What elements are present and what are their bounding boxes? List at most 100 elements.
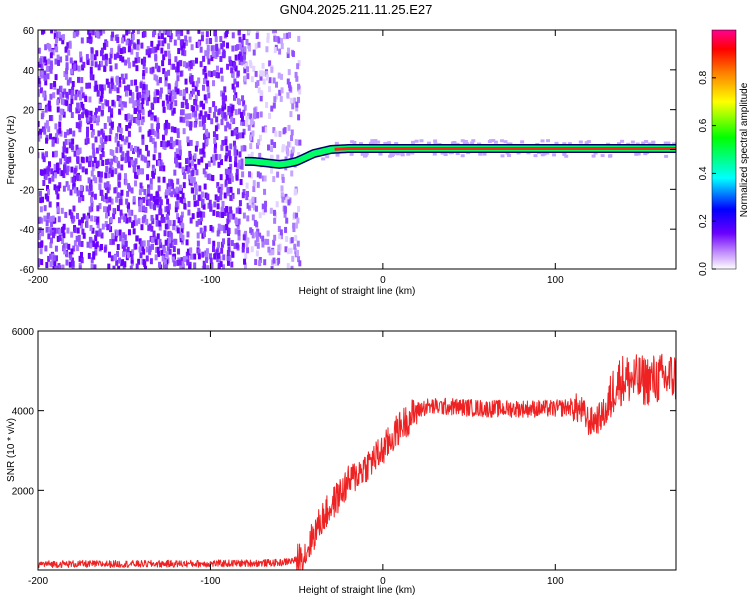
noise-cell <box>182 128 186 135</box>
noise-cell <box>65 259 69 266</box>
noise-cell <box>215 43 219 50</box>
snr-x-tick-label: -100 <box>200 576 220 587</box>
noise-cell <box>135 263 139 269</box>
noise-cell <box>184 78 188 85</box>
noise-cell <box>96 161 100 168</box>
noise-cell <box>88 206 92 213</box>
noise-cell <box>80 86 84 93</box>
noise-cell <box>193 253 197 260</box>
noise-cell <box>156 233 160 240</box>
noise-cell <box>131 249 135 256</box>
noise-cell <box>268 77 272 84</box>
noise-cell <box>187 166 191 173</box>
noise-cell <box>194 110 198 117</box>
noise-cell <box>240 158 244 165</box>
noise-cell <box>206 194 210 201</box>
noise-cell <box>133 79 137 86</box>
noise-cell <box>278 130 282 137</box>
noise-cell <box>273 217 277 224</box>
noise-cell <box>159 90 163 97</box>
noise-cell <box>274 93 278 100</box>
noise-cell <box>201 251 205 258</box>
noise-cell <box>105 159 109 166</box>
noise-cell <box>188 76 192 83</box>
noise-cell <box>121 259 125 266</box>
noise-cell <box>61 264 65 269</box>
noise-cell <box>268 112 272 119</box>
noise-cell <box>41 230 45 237</box>
noise-cell <box>115 259 119 266</box>
noise-cell <box>81 92 85 99</box>
noise-cell <box>68 42 72 49</box>
noise-cell <box>134 180 138 187</box>
noise-cell <box>127 46 131 53</box>
noise-cell <box>199 110 203 117</box>
sideband-cell <box>533 154 538 158</box>
noise-cell <box>89 242 93 249</box>
noise-cell <box>138 206 142 213</box>
noise-cell <box>271 249 275 256</box>
noise-cell <box>130 187 134 194</box>
noise-cell <box>287 81 291 88</box>
noise-cell <box>188 93 192 100</box>
noise-cell <box>72 65 76 72</box>
noise-cell <box>79 251 83 258</box>
noise-cell <box>66 42 70 49</box>
noise-cell <box>231 45 235 52</box>
sideband-cell <box>554 141 559 145</box>
noise-cell <box>219 67 223 74</box>
noise-cell <box>240 39 244 46</box>
noise-cell <box>109 128 113 135</box>
noise-cell <box>87 177 91 184</box>
noise-cell <box>105 212 109 219</box>
noise-cell <box>153 204 157 211</box>
noise-cell <box>86 126 90 133</box>
noise-cell <box>80 222 84 229</box>
noise-cell <box>185 87 189 94</box>
noise-cell <box>228 123 232 130</box>
noise-cell <box>274 30 278 34</box>
noise-cell <box>233 129 237 136</box>
noise-cell <box>62 141 66 148</box>
noise-cell <box>148 200 152 207</box>
noise-cell <box>45 220 49 227</box>
noise-cell <box>109 162 113 169</box>
noise-cell <box>72 130 76 137</box>
noise-cell <box>127 202 131 209</box>
noise-cell <box>258 212 262 219</box>
noise-cell <box>172 220 176 227</box>
noise-cell <box>89 66 93 73</box>
noise-cell <box>254 43 258 50</box>
sideband-cell <box>426 141 431 145</box>
noise-cell <box>240 111 244 118</box>
noise-cell <box>138 148 142 155</box>
noise-cell <box>154 62 158 69</box>
noise-cell <box>45 184 49 191</box>
noise-cell <box>242 119 246 126</box>
noise-cell <box>216 182 220 189</box>
noise-cell <box>145 218 149 225</box>
noise-cell <box>233 149 237 156</box>
noise-cell <box>293 97 297 104</box>
noise-cell <box>214 194 218 201</box>
noise-cell <box>111 238 115 245</box>
noise-cell <box>145 246 149 253</box>
noise-cell <box>261 241 265 248</box>
noise-cell <box>56 202 60 209</box>
noise-cell <box>107 263 111 269</box>
noise-cell <box>53 137 57 144</box>
noise-cell <box>120 73 124 80</box>
noise-cell <box>142 30 146 37</box>
noise-cell <box>99 50 103 57</box>
noise-cell <box>231 83 235 90</box>
noise-cell <box>39 132 43 139</box>
noise-cell <box>253 197 257 204</box>
noise-cell <box>189 62 193 69</box>
noise-cell <box>162 141 166 148</box>
sideband-cell <box>462 141 467 145</box>
noise-cell <box>291 146 295 153</box>
noise-cell <box>213 142 217 149</box>
noise-cell <box>216 230 220 237</box>
noise-cell <box>72 180 76 187</box>
noise-cell <box>179 60 183 67</box>
